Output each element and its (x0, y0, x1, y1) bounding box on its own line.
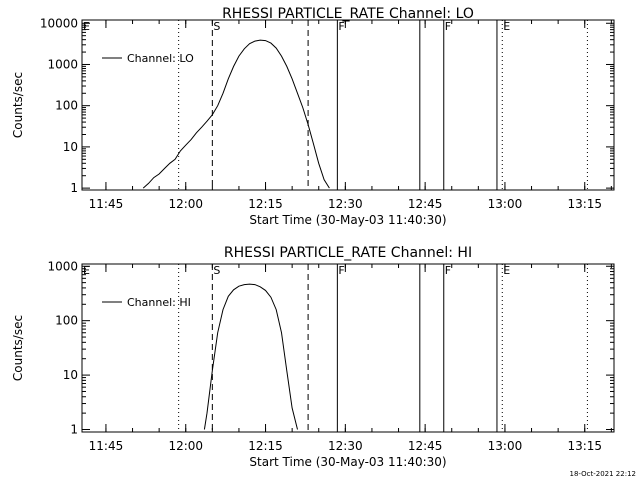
series-line (203, 283, 298, 430)
x-tick-label: 13:15 (567, 439, 602, 453)
event-marker-label: S (213, 264, 220, 277)
event-marker-label: F (338, 20, 344, 33)
x-tick-label: 12:00 (168, 197, 203, 211)
y-tick-label: 1 (70, 181, 78, 195)
y-tick-label: 10000 (40, 16, 78, 30)
y-tick-label: 1000 (47, 259, 78, 273)
event-marker-label: E (503, 20, 510, 33)
x-tick-label: 12:30 (328, 197, 363, 211)
x-tick-label: 11:45 (89, 439, 124, 453)
x-tick-label: 13:00 (488, 439, 523, 453)
event-marker-label: F (445, 264, 451, 277)
legend-label: Channel: HI (127, 296, 191, 309)
legend-label: Channel: LO (127, 52, 194, 65)
chart-title: RHESSI PARTICLE_RATE Channel: HI (224, 245, 472, 261)
x-tick-label: 12:45 (408, 439, 443, 453)
x-tick-label: 11:45 (89, 197, 124, 211)
event-marker-label: E (503, 264, 510, 277)
event-marker-label: E (83, 264, 90, 277)
x-tick-label: 12:00 (168, 439, 203, 453)
x-tick-label: 13:00 (488, 197, 523, 211)
x-tick-label: 12:15 (248, 439, 283, 453)
series-line (142, 39, 330, 189)
x-tick-label: 12:15 (248, 197, 283, 211)
chart-title: RHESSI PARTICLE_RATE Channel: LO (222, 6, 474, 22)
y-axis-label: Counts/sec (11, 315, 25, 381)
plot-frame (81, 19, 615, 191)
plot-frame (81, 263, 615, 433)
event-marker-label: F (338, 264, 344, 277)
x-tick-label: 12:45 (408, 197, 443, 211)
x-axis-label: Start Time (30-May-03 11:40:30) (249, 213, 446, 227)
panel-channel-hi: RHESSI PARTICLE_RATE Channel: HI 1 10 100 10… (11, 245, 615, 469)
y-tick-label: 10 (63, 140, 78, 154)
y-axis-label: Counts/sec (11, 72, 25, 138)
x-tick-label: 13:15 (567, 197, 602, 211)
y-tick-label: 100 (55, 314, 78, 328)
y-tick-label: 100 (55, 99, 78, 113)
footer-timestamp: 18-Oct-2021 22:12 (570, 470, 636, 478)
event-marker-label: S (213, 20, 220, 33)
event-marker-label: F (445, 20, 451, 33)
event-marker-label: E (83, 20, 90, 33)
y-tick-label: 1 (70, 423, 78, 437)
y-tick-label: 10 (63, 368, 78, 382)
y-tick-label: 1000 (47, 57, 78, 71)
x-axis-label: Start Time (30-May-03 11:40:30) (249, 455, 446, 469)
panel-channel-lo: RHESSI PARTICLE_RATE Channel: LO 1 10 100 10… (11, 6, 615, 227)
x-tick-label: 12:30 (328, 439, 363, 453)
